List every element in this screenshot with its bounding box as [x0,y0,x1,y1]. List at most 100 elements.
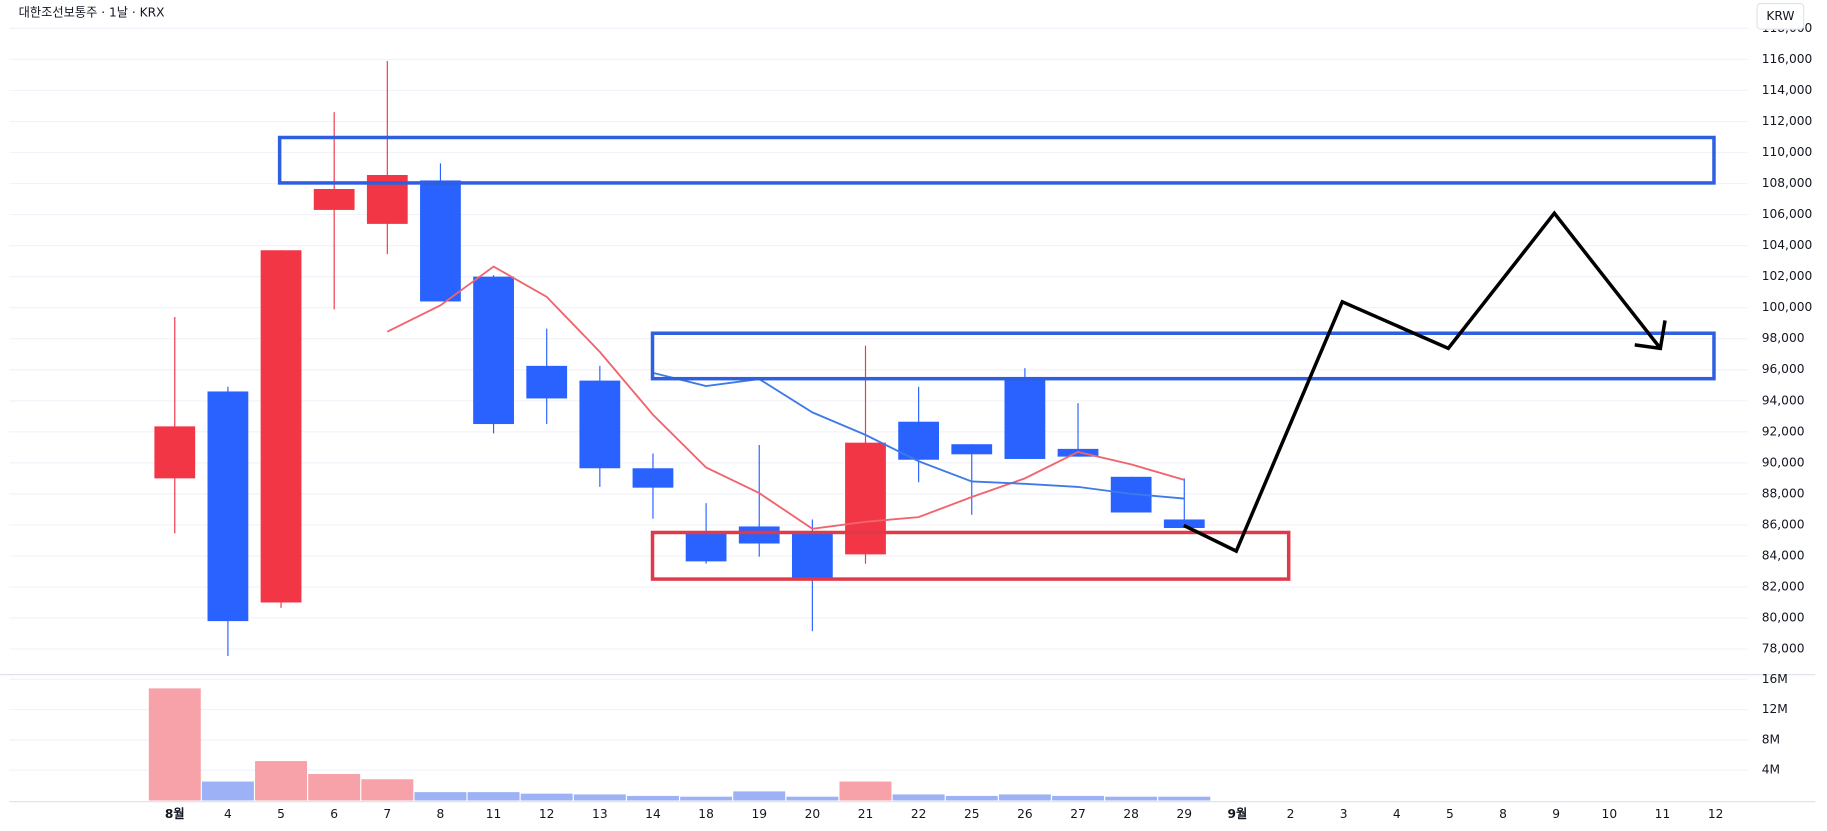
x-tick-label: 10 [1602,807,1618,821]
y-tick-label: 108,000 [1762,176,1813,190]
volume-bar [361,779,414,801]
x-tick-label: 5 [277,807,285,821]
y-tick-label: 12M [1762,702,1788,716]
volume-bar [414,792,467,801]
x-tick-label: 2 [1287,807,1295,821]
candle-body [1004,378,1046,459]
x-tick-label: 8 [437,807,445,821]
x-tick-label: 14 [645,807,661,821]
candle-body [473,276,514,425]
y-tick-label: 106,000 [1762,207,1813,221]
candle-body [260,250,302,603]
y-tick-label: 112,000 [1762,114,1813,128]
currency-button[interactable] [1756,2,1805,30]
y-tick-label: 84,000 [1762,548,1805,562]
y-tick-label: 16M [1762,672,1788,686]
drawings [277,135,1716,581]
x-tick-label: 4 [1393,807,1401,821]
x-tick-label: 27 [1070,807,1086,821]
candle-body [1163,519,1205,529]
volume-bar [148,688,201,801]
y-tick-label: 88,000 [1762,486,1805,500]
moving-average-line [652,371,1185,500]
x-tick-label: 6 [330,807,338,821]
x-tick-label: 18 [698,807,714,821]
volume-bar [1158,796,1211,801]
volume-bar [892,794,945,801]
currency-label[interactable]: KRW [1766,9,1794,23]
volume-bar [998,794,1051,801]
volume-bar [308,773,361,801]
candle-body [685,532,727,562]
volume-bar [839,781,892,801]
volume-bar [733,791,786,801]
y-tick-label: 80,000 [1762,610,1805,624]
x-tick-label: 21 [858,807,874,821]
y-tick-label: 86,000 [1762,517,1805,531]
volume-bar [1052,795,1105,801]
x-tick-label: 8 [1499,807,1507,821]
zone-box [650,331,1716,381]
candle-body [579,380,621,469]
y-tick-label: 98,000 [1762,331,1805,345]
candle-body [632,468,674,488]
candle-body [526,365,568,399]
volume-pane [148,688,1211,801]
volume-bar [786,796,839,801]
volume-bar [255,761,308,801]
volume-bar [467,792,520,801]
y-tick-label: 90,000 [1762,455,1805,469]
y-tick-label: 96,000 [1762,362,1805,376]
y-tick-label: 100,000 [1762,300,1813,314]
projection-line [1183,210,1662,554]
y-tick-label: 8M [1762,732,1780,746]
y-tick-label: 102,000 [1762,269,1813,283]
candle-body [154,426,196,479]
x-tick-label: 26 [1017,807,1033,821]
x-tick-label: 9월 [1228,806,1248,821]
x-tick-label: 25 [964,807,980,821]
x-tick-label: 5 [1446,807,1454,821]
x-tick-label: 11 [486,807,502,821]
candle-body [313,188,355,210]
candle-body [738,526,780,544]
x-tick-label: 7 [383,807,391,821]
zone-box [277,135,1716,185]
volume-bar [1105,796,1158,801]
zone-box [650,530,1291,581]
volume-bar [573,794,626,801]
x-tick-label: 12 [539,807,555,821]
candle-body [420,180,461,302]
x-tick-label: 20 [805,807,821,821]
header-bg [0,0,1748,24]
y-tick-label: 114,000 [1762,83,1813,97]
moving-average-line [386,265,1185,530]
candle-body [898,421,940,460]
y-tick-label: 104,000 [1762,238,1813,252]
x-tick-label: 22 [911,807,927,821]
y-tick-label: 110,000 [1762,145,1813,159]
x-tick-label: 19 [751,807,767,821]
candle-body [207,391,249,622]
x-tick-label: 9 [1552,807,1560,821]
y-tick-label: 116,000 [1762,52,1813,66]
y-tick-label: 82,000 [1762,579,1805,593]
arrow-head [1634,320,1667,351]
axes: 8월 4 5 6 7 8 11 12 13 14 18 19 20 21 22 25 26 27 28 29 9월 2 3 4… [165,21,1812,821]
chart-title: 대한조선보통주 · 1날 · KRX [19,5,165,19]
y-tick-label: 94,000 [1762,393,1805,407]
volume-bar [201,781,254,801]
volume-bar [680,796,733,801]
x-tick-label: 8월 [165,806,185,821]
x-tick-label: 4 [224,807,232,821]
volume-bar [520,793,573,801]
volume-bar [626,795,679,801]
volume-bar [945,795,998,801]
candle-body [791,532,833,580]
x-tick-label: 3 [1340,807,1348,821]
x-tick-label: 29 [1177,807,1193,821]
y-tick-label: 4M [1762,763,1780,777]
price-pane [154,60,1205,657]
